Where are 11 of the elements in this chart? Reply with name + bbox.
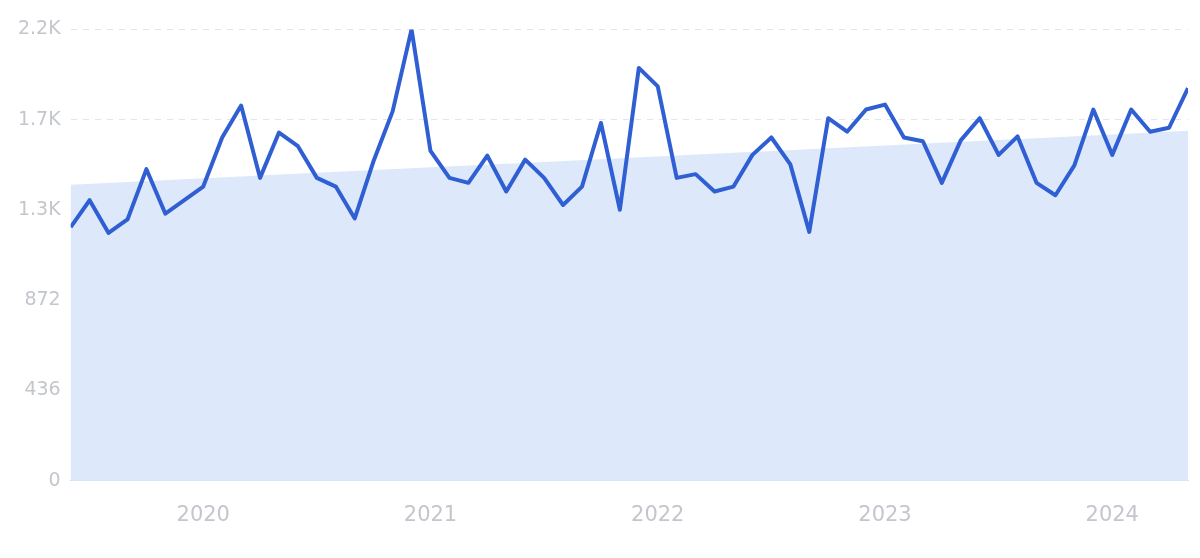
x-tick-label: 2020 [176,501,230,526]
y-tick-label: 436 [24,377,61,400]
x-tick-label: 2024 [1085,501,1139,526]
y-tick-label: 0 [48,467,61,490]
y-tick-label: 1.3K [17,196,62,219]
y-tick-label: 2.2K [17,16,62,39]
y-tick-label: 872 [24,287,61,310]
x-tick-label: 2023 [858,501,912,526]
y-tick-label: 1.7K [17,106,62,129]
x-tick-label: 2022 [631,501,685,526]
x-tick-label: 2021 [403,501,458,526]
